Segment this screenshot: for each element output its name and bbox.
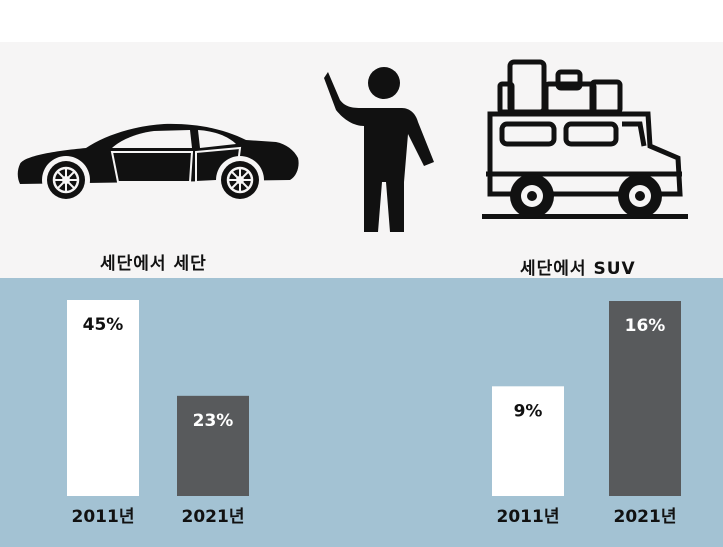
- data-label-0-0: 45%: [83, 315, 124, 335]
- top-band: [0, 0, 723, 42]
- category-label-1-1: 2021년: [614, 507, 677, 527]
- data-label-1-0: 9%: [514, 401, 543, 421]
- data-label-1-1: 16%: [625, 316, 666, 336]
- category-label-0-0: 2011년: [72, 507, 135, 527]
- category-label-1-0: 2011년: [497, 507, 560, 527]
- category-label-0-1: 2021년: [182, 507, 245, 527]
- suv-with-luggage-icon: [482, 59, 688, 219]
- bar-0-0: [67, 300, 139, 496]
- bar-1-1: [609, 301, 681, 496]
- bar-0-1: [177, 395, 249, 496]
- chart-title-sedan-to-sedan: 세단에서 세단: [100, 254, 207, 274]
- data-label-0-1: 23%: [193, 411, 234, 431]
- bar-1-0: [492, 386, 564, 496]
- chart-title-sedan-to-suv: 세단에서 SUV: [520, 259, 636, 279]
- sedan-car-icon: [17, 123, 299, 204]
- hitchhiker-person-icon: [324, 67, 434, 232]
